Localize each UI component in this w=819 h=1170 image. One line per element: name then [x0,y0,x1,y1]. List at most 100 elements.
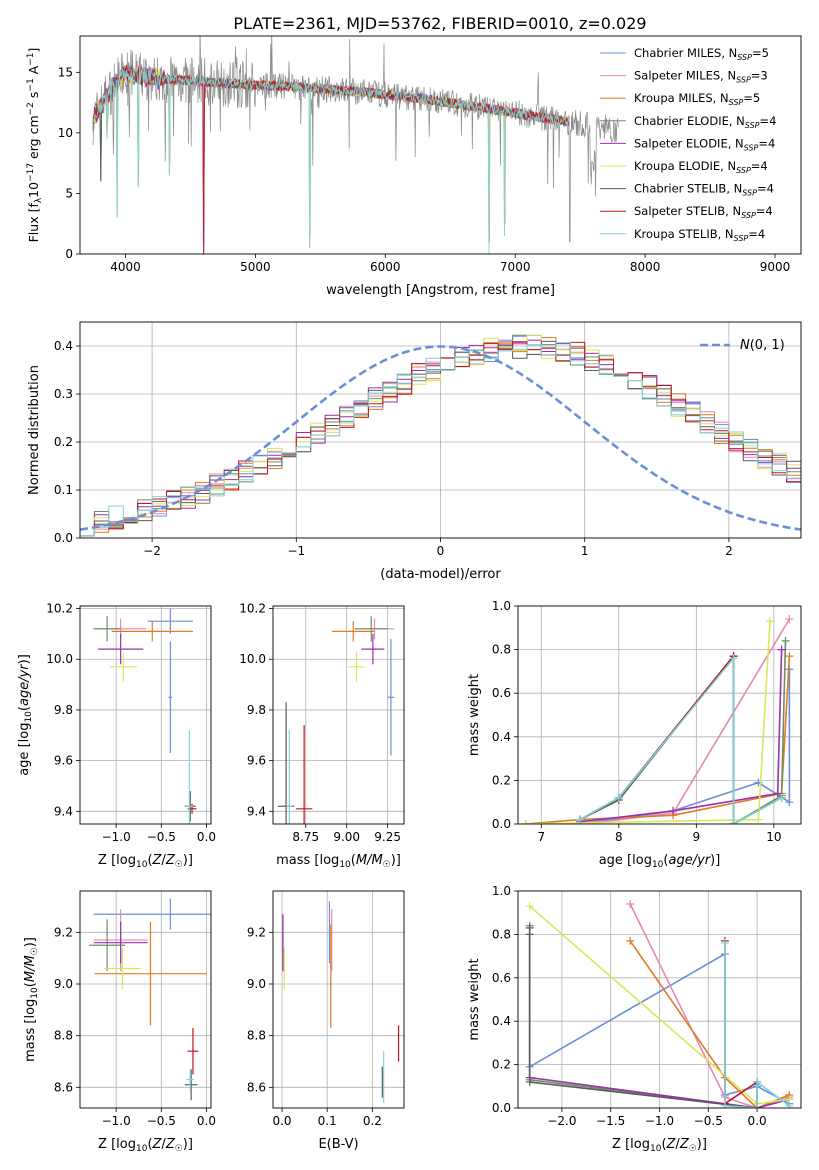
y-tick-label: 10 [58,126,73,140]
x-tick-label: 4000 [110,260,141,274]
label-part: mass [log [276,853,339,868]
label-part: Salpeter STELIB, N [634,204,741,218]
label-part: SSP [745,121,760,130]
x-tick-label: −1.0 [645,1114,674,1128]
legend-label-salpeter_miles: Salpeter MILES, NSSP=3 [634,69,768,85]
weight-line-salpeter_miles [629,903,790,1108]
x-tick-label: −0.5 [147,1114,176,1128]
label-part: Z [165,1137,176,1152]
x-axis-label: (data-model)/error [380,567,501,582]
x-tick-label: −1.5 [596,1114,625,1128]
y-axis-label: age [log10(age/yr)] [17,654,34,776]
label-part: 10 [30,987,40,999]
panel-age_vs_mass: 8.75 9.00 9.25 9.4 9.6 9.8 10.0 10.2 mass [log10… [239,602,405,870]
label-part: =4 [760,114,777,128]
label-part: ( [661,1137,666,1152]
plot-area-age_vs_Z [80,606,211,824]
y-tick-label: 10.2 [239,602,266,616]
label-part: ☉ [30,947,40,955]
y-axis-label: mass [log10(M/M☉)] [23,937,40,1062]
y-tick-label: 9.6 [247,754,266,768]
label-part: =4 [748,227,765,241]
weight-marker-salpeter_elodie [669,806,678,815]
panel-age_vs_Z: −1.0 −0.5 0.09.49.69.810.010.2Z [log10(Z/Z… [17,602,216,870]
label-part: 10 [339,860,351,870]
label-part: Chabrier STELIB, N [634,182,742,196]
label-part: / [161,1137,166,1152]
normal-fit-curve [80,345,801,531]
label-part: age/yr [668,853,711,868]
label-part: mass [log [23,999,38,1062]
y-tick-label: 8.6 [247,1080,266,1094]
panel-mass_vs_EBV: 0.0 0.1 0.2 8.6 8.8 9.0 9.2 E(B-V) [247,890,405,1152]
label-part: SSP [741,211,756,220]
label-part: )] [17,654,32,664]
label-part: Z [152,1137,163,1152]
x-tick-label: 9 [693,830,701,844]
label-part: Chabrier ELODIE, N [634,114,745,128]
label-part: −1 [26,53,36,66]
y-tick-label: 10.0 [239,652,266,666]
x-axis-label: E(B-V) [318,1137,358,1152]
weight-marker-salpeter_miles [785,615,794,624]
label-part: s [26,92,41,103]
x-tick-label: 10 [766,830,781,844]
x-tick-label: 0.0 [748,1114,767,1128]
label-part: =4 [751,159,768,173]
plot-area-weight_vs_age [518,606,801,824]
panel-mass_vs_Z: −1.0 −0.5 0.08.68.89.09.2Z [log10(Z/Z☉)]ma… [23,890,216,1154]
weight-marker-kroupa_stelib [614,793,623,802]
label-part: Salpeter MILES, N [634,69,736,83]
y-tick-label: 0.2 [54,435,73,449]
x-tick-label: 0.0 [272,1114,291,1128]
label-part: Z [log [98,853,136,868]
y-tick-label: 9.6 [54,754,73,768]
panel-weight_vs_Z: −2.0 −1.5 −1.0 −0.5 0.0 0.0 0.2 0.4 0.6 0.8 1.0 mas… [467,884,802,1154]
y-tick-label: 0.1 [54,483,73,497]
label-part: ☉ [175,1144,183,1154]
x-tick-label: 0.0 [197,1114,216,1128]
label-part: SSP [736,76,751,85]
label-part: 10 [26,182,41,198]
label-part: SSP [734,234,749,243]
weight-marker-kroupa_stelib [729,820,738,824]
y-tick-label: 9.0 [54,977,73,991]
x-tick-label: −1.0 [102,1114,131,1128]
label-part: =5 [743,91,760,105]
legend-label-salpeter_elodie: Salpeter ELODIE, NSSP=4 [634,136,775,152]
x-axis-label: Z [log10(Z/Z☉)] [98,853,193,870]
weight-marker-kroupa_stelib [729,654,738,663]
label-part: 10 [24,711,34,723]
x-tick-label: 7000 [500,260,531,274]
figure-title: PLATE=2361, MJD=53762, FIBERID=0010, z=0… [233,14,646,33]
label-part: M/M [23,955,38,982]
label-part: erg cm [26,115,41,163]
y-tick-label: 0.4 [492,730,511,744]
axes-frame [79,605,212,825]
weight-marker-kroupa_elodie [754,815,763,824]
label-part: 10 [650,1144,662,1154]
label-part: SSP [729,98,744,107]
weight-marker-kroupa_stelib [753,1104,762,1108]
y-tick-label: 8.8 [247,1029,266,1043]
x-tick-label: 2 [725,544,733,558]
x-tick-label: 1 [581,544,589,558]
label-part: Kroupa ELODIE, N [634,159,736,173]
weight-marker-chabrier_miles [785,798,794,807]
label-part: λ [34,197,44,203]
label-part: 10 [136,860,148,870]
x-tick-label: −0.5 [694,1114,723,1128]
label-part: age/yr [17,663,32,706]
label-part: ( [663,853,668,868]
legend-label-chabrier_miles: Chabrier MILES, NSSP=5 [634,46,769,62]
weight-marker-kroupa_stelib [720,939,729,948]
weight-marker-kroupa_stelib [777,793,786,802]
panel-spectrum: 4000 5000 6000 7000 8000 9000 0 5 10 15 Chabrier M… [26,35,802,298]
y-tick-label: 15 [58,65,73,79]
y-tick-label: 9.0 [247,977,266,991]
legend-label-kroupa_miles: Kroupa MILES, NSSP=5 [634,91,760,107]
plot-area-mass_vs_EBV [273,891,404,1108]
x-tick-label: 7 [537,830,545,844]
x-axis-label: age [log10(age/yr)] [599,853,721,870]
